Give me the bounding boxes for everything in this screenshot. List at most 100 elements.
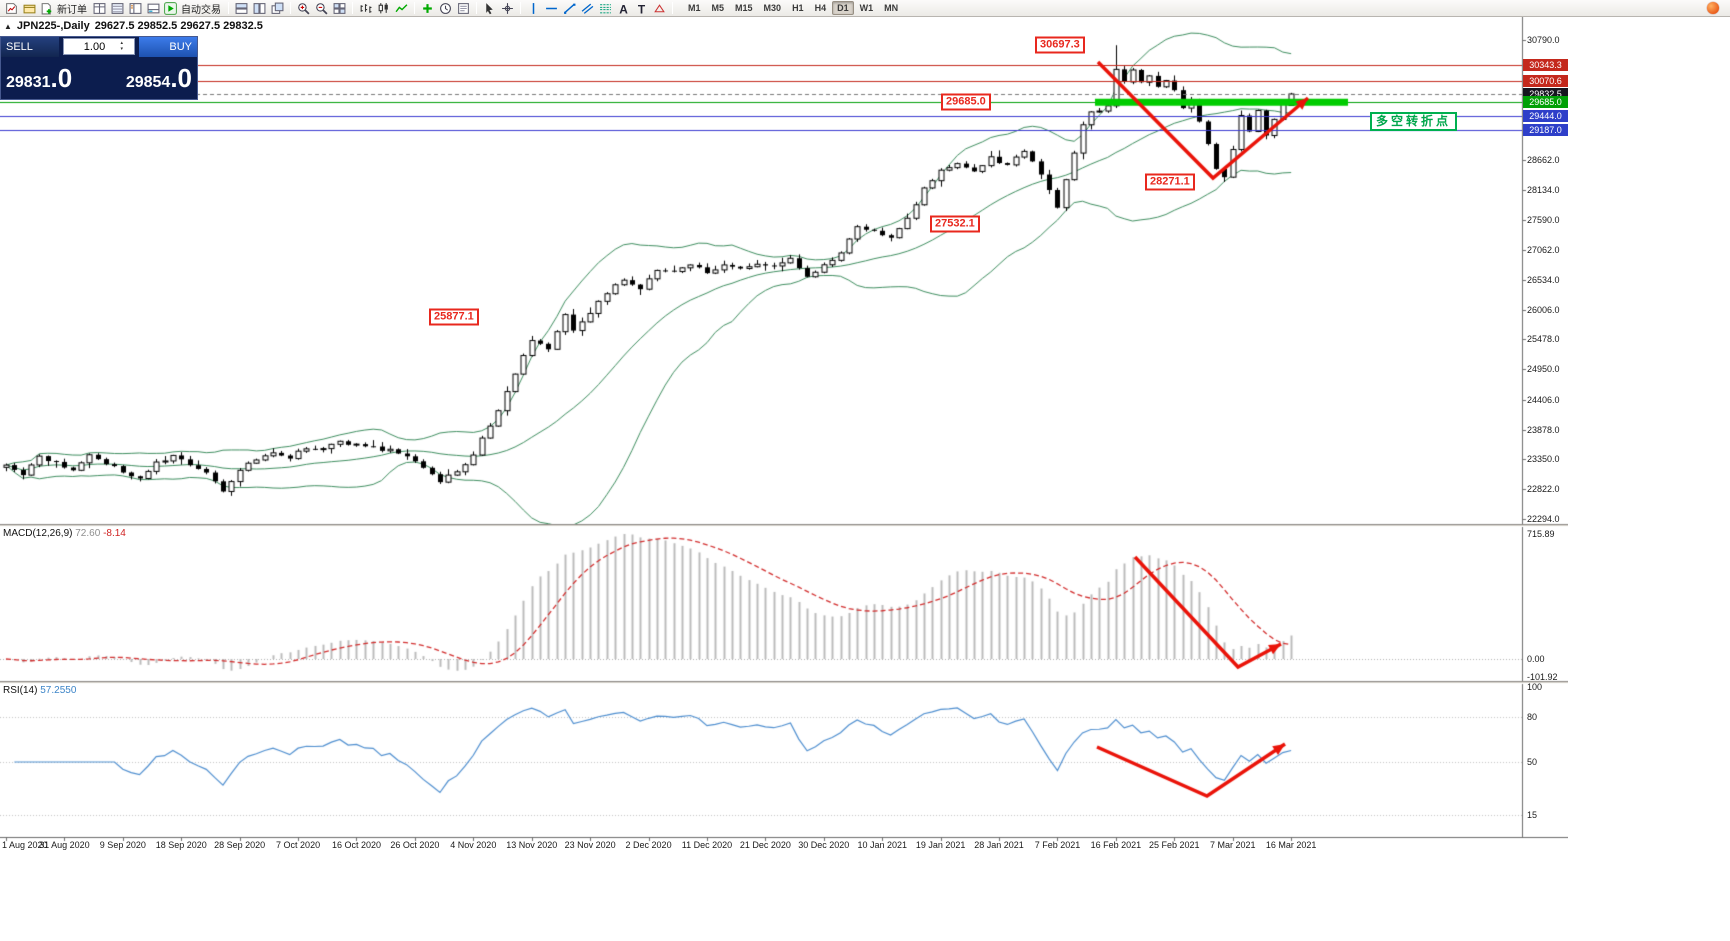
main-toolbar: 新订单 自动交易 A T M1 M5 M15 M30 H1 H4 D1 W1 MN bbox=[0, 0, 1730, 17]
new-order-icon bbox=[41, 2, 52, 14]
stepper-up-icon[interactable]: ▴ bbox=[120, 40, 123, 46]
y-axis-tick-label: 23878.0 bbox=[1527, 424, 1560, 435]
buy-price-decimal: .0 bbox=[170, 62, 192, 93]
toolbar-separator bbox=[476, 2, 477, 14]
macd-title: MACD(12,26,9) bbox=[3, 528, 73, 539]
date-label: 25 Feb 2021 bbox=[1149, 840, 1200, 850]
tile-horizontal-button[interactable] bbox=[233, 1, 250, 16]
zoom-in-button[interactable] bbox=[295, 1, 312, 16]
text-icon: A bbox=[619, 2, 628, 15]
terminal-button[interactable] bbox=[145, 1, 162, 16]
new-order-button-label: 新订单 bbox=[57, 4, 87, 16]
timeframe-MN[interactable]: MN bbox=[884, 3, 899, 13]
crosshair-button[interactable] bbox=[499, 1, 516, 16]
line-chart-button[interactable] bbox=[393, 1, 410, 16]
profiles-button[interactable] bbox=[21, 1, 38, 16]
candlestick-chart-icon bbox=[378, 2, 388, 13]
zoom-out-button[interactable] bbox=[313, 1, 330, 16]
buy-price-int: 29854 bbox=[125, 73, 171, 91]
horizontal-line-button[interactable] bbox=[543, 1, 560, 16]
bar-chart-button[interactable] bbox=[357, 1, 374, 16]
rsi-title: RSI(14) bbox=[3, 685, 38, 696]
price-annotation[interactable]: 25877.1 bbox=[429, 308, 479, 326]
autotrading-icon bbox=[164, 1, 177, 15]
turning-point-label[interactable]: 多空转折点 bbox=[1370, 112, 1458, 131]
rsi-scale-label: 80 bbox=[1527, 712, 1538, 722]
stepper-down-icon[interactable]: ▾ bbox=[120, 46, 123, 52]
horizontal-line-icon bbox=[546, 7, 557, 9]
fibonacci-button[interactable] bbox=[597, 1, 614, 16]
vertical-line-button[interactable] bbox=[525, 1, 542, 16]
chart-canvas[interactable] bbox=[0, 17, 1568, 855]
price-annotation[interactable]: 28271.1 bbox=[1145, 173, 1195, 191]
date-label: 30 Dec 2020 bbox=[798, 840, 850, 850]
timeframe-M30[interactable]: M30 bbox=[763, 3, 782, 13]
new-order-button[interactable]: 新订单 bbox=[39, 1, 90, 16]
rsi-scale-label: 15 bbox=[1527, 809, 1538, 820]
price-annotation[interactable]: 30697.3 bbox=[1035, 36, 1085, 54]
timeframe-D1[interactable]: D1 bbox=[832, 1, 854, 15]
periods-button[interactable] bbox=[437, 1, 454, 16]
profiles-icon bbox=[23, 4, 36, 13]
buy-button[interactable]: BUY bbox=[139, 37, 197, 57]
one-click-collapse-icon[interactable]: ▲ bbox=[4, 21, 12, 31]
chart-title: ▲ JPN225-,Daily 29627.5 29852.5 29627.5 … bbox=[4, 20, 263, 32]
label-button[interactable]: T bbox=[633, 1, 650, 16]
new-chart-button[interactable] bbox=[3, 1, 20, 16]
timeframe-M15[interactable]: M15 bbox=[735, 3, 753, 13]
volume-input[interactable] bbox=[63, 38, 135, 55]
timeframe-H4[interactable]: H4 bbox=[814, 3, 827, 13]
price-annotation[interactable]: 29685.0 bbox=[941, 93, 991, 111]
sell-price[interactable]: 29831.0 bbox=[6, 63, 72, 94]
autotrading-button[interactable]: 自动交易 bbox=[163, 1, 224, 16]
new-chart-icon bbox=[6, 2, 17, 14]
toolbar-separator bbox=[228, 2, 229, 14]
cascade-button[interactable] bbox=[269, 1, 286, 16]
market-watch-button[interactable] bbox=[91, 1, 108, 16]
data-window-button[interactable] bbox=[109, 1, 126, 16]
y-axis-tick-label: 22822.0 bbox=[1527, 484, 1560, 495]
trendline-button[interactable] bbox=[561, 1, 578, 16]
zoom-in-icon bbox=[298, 2, 310, 15]
timeframe-H1[interactable]: H1 bbox=[792, 3, 804, 13]
indicators-button[interactable] bbox=[419, 1, 436, 16]
one-click-trading-panel: SELL ▴▾ BUY 29831.0 29854.0 bbox=[0, 36, 198, 100]
zoom-out-icon bbox=[316, 2, 328, 15]
channel-button[interactable] bbox=[579, 1, 596, 16]
price-annotation[interactable]: 27532.1 bbox=[930, 215, 980, 233]
sell-price-decimal: .0 bbox=[50, 62, 73, 93]
text-button[interactable]: A bbox=[615, 1, 632, 16]
date-label: 7 Mar 2021 bbox=[1209, 840, 1256, 850]
arrows-button[interactable] bbox=[651, 1, 668, 16]
date-label: 9 Sep 2020 bbox=[99, 840, 146, 850]
sell-button[interactable]: SELL bbox=[1, 37, 59, 57]
y-axis-tick-label: 28662.0 bbox=[1527, 154, 1560, 165]
toolbar-separator bbox=[520, 2, 521, 14]
y-axis-tick-label: 26006.0 bbox=[1527, 304, 1560, 315]
templates-button[interactable] bbox=[455, 1, 472, 16]
timeframe-W1[interactable]: W1 bbox=[859, 3, 874, 13]
price-level-flag: 30343.3 bbox=[1523, 59, 1568, 72]
navigator-button[interactable] bbox=[127, 1, 144, 16]
indicators-icon bbox=[423, 3, 432, 13]
svg-text:A: A bbox=[619, 2, 628, 15]
timeframe-M5[interactable]: M5 bbox=[711, 3, 725, 13]
date-label: 28 Sep 2020 bbox=[214, 840, 266, 850]
date-label: 2 Dec 2020 bbox=[625, 840, 672, 850]
date-label: 16 Mar 2021 bbox=[1265, 840, 1317, 850]
tile-vertical-button[interactable] bbox=[251, 1, 268, 16]
notifications-icon[interactable] bbox=[1707, 2, 1719, 14]
cursor-button[interactable] bbox=[481, 1, 498, 16]
y-axis-tick-label: 24406.0 bbox=[1527, 394, 1560, 405]
toolbar-separator bbox=[352, 2, 353, 14]
volume-field: ▴▾ bbox=[59, 37, 139, 57]
buy-price[interactable]: 29854.0 bbox=[126, 63, 192, 94]
tile-windows-button[interactable] bbox=[331, 1, 348, 16]
macd-main-value: 72.60 bbox=[75, 528, 101, 539]
volume-stepper[interactable]: ▴ ▾ bbox=[120, 40, 123, 52]
date-label: 16 Oct 2020 bbox=[331, 840, 382, 850]
y-axis-tick-label: 27590.0 bbox=[1527, 215, 1560, 226]
timeframe-M1[interactable]: M1 bbox=[688, 3, 701, 13]
timeframe-group: M1 M5 M15 M30 H1 H4 D1 W1 MN bbox=[683, 1, 903, 15]
candlestick-chart-button[interactable] bbox=[375, 1, 392, 16]
